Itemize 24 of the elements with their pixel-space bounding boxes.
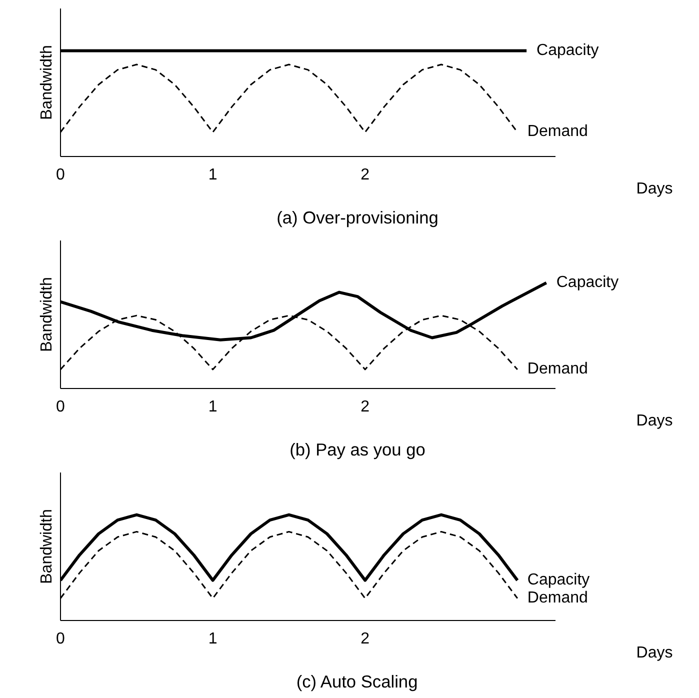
- x-tick-label: 1: [208, 398, 218, 416]
- series-label: Demand: [527, 123, 588, 140]
- series-label: Demand: [527, 360, 588, 378]
- x-axis-title: Days: [636, 644, 673, 662]
- x-tick-label: 1: [208, 166, 218, 184]
- x-tick-label: 1: [208, 630, 218, 648]
- x-tick-label: 0: [56, 630, 66, 648]
- x-axis-title: Days: [636, 412, 673, 430]
- text: (c) Auto Scaling: [296, 672, 418, 692]
- x-tick-label: 2: [360, 398, 370, 416]
- series-label: Capacity: [556, 274, 619, 291]
- series-label: Capacity: [536, 42, 599, 59]
- series-label: Demand: [527, 589, 588, 606]
- y-axis-title: Bandwidth: [38, 45, 56, 120]
- text: (b) Pay as you go: [290, 440, 426, 460]
- x-tick-label: 0: [56, 398, 66, 416]
- series-label: Capacity: [527, 571, 590, 588]
- x-tick-label: 2: [360, 166, 370, 184]
- y-axis-title: Bandwidth: [38, 509, 56, 584]
- y-axis-title: Bandwidth: [38, 277, 56, 352]
- x-tick-label: 0: [56, 166, 66, 184]
- x-axis-title: Days: [636, 180, 673, 198]
- text: (a) Over-provisioning: [276, 208, 438, 228]
- x-tick-label: 2: [360, 630, 370, 648]
